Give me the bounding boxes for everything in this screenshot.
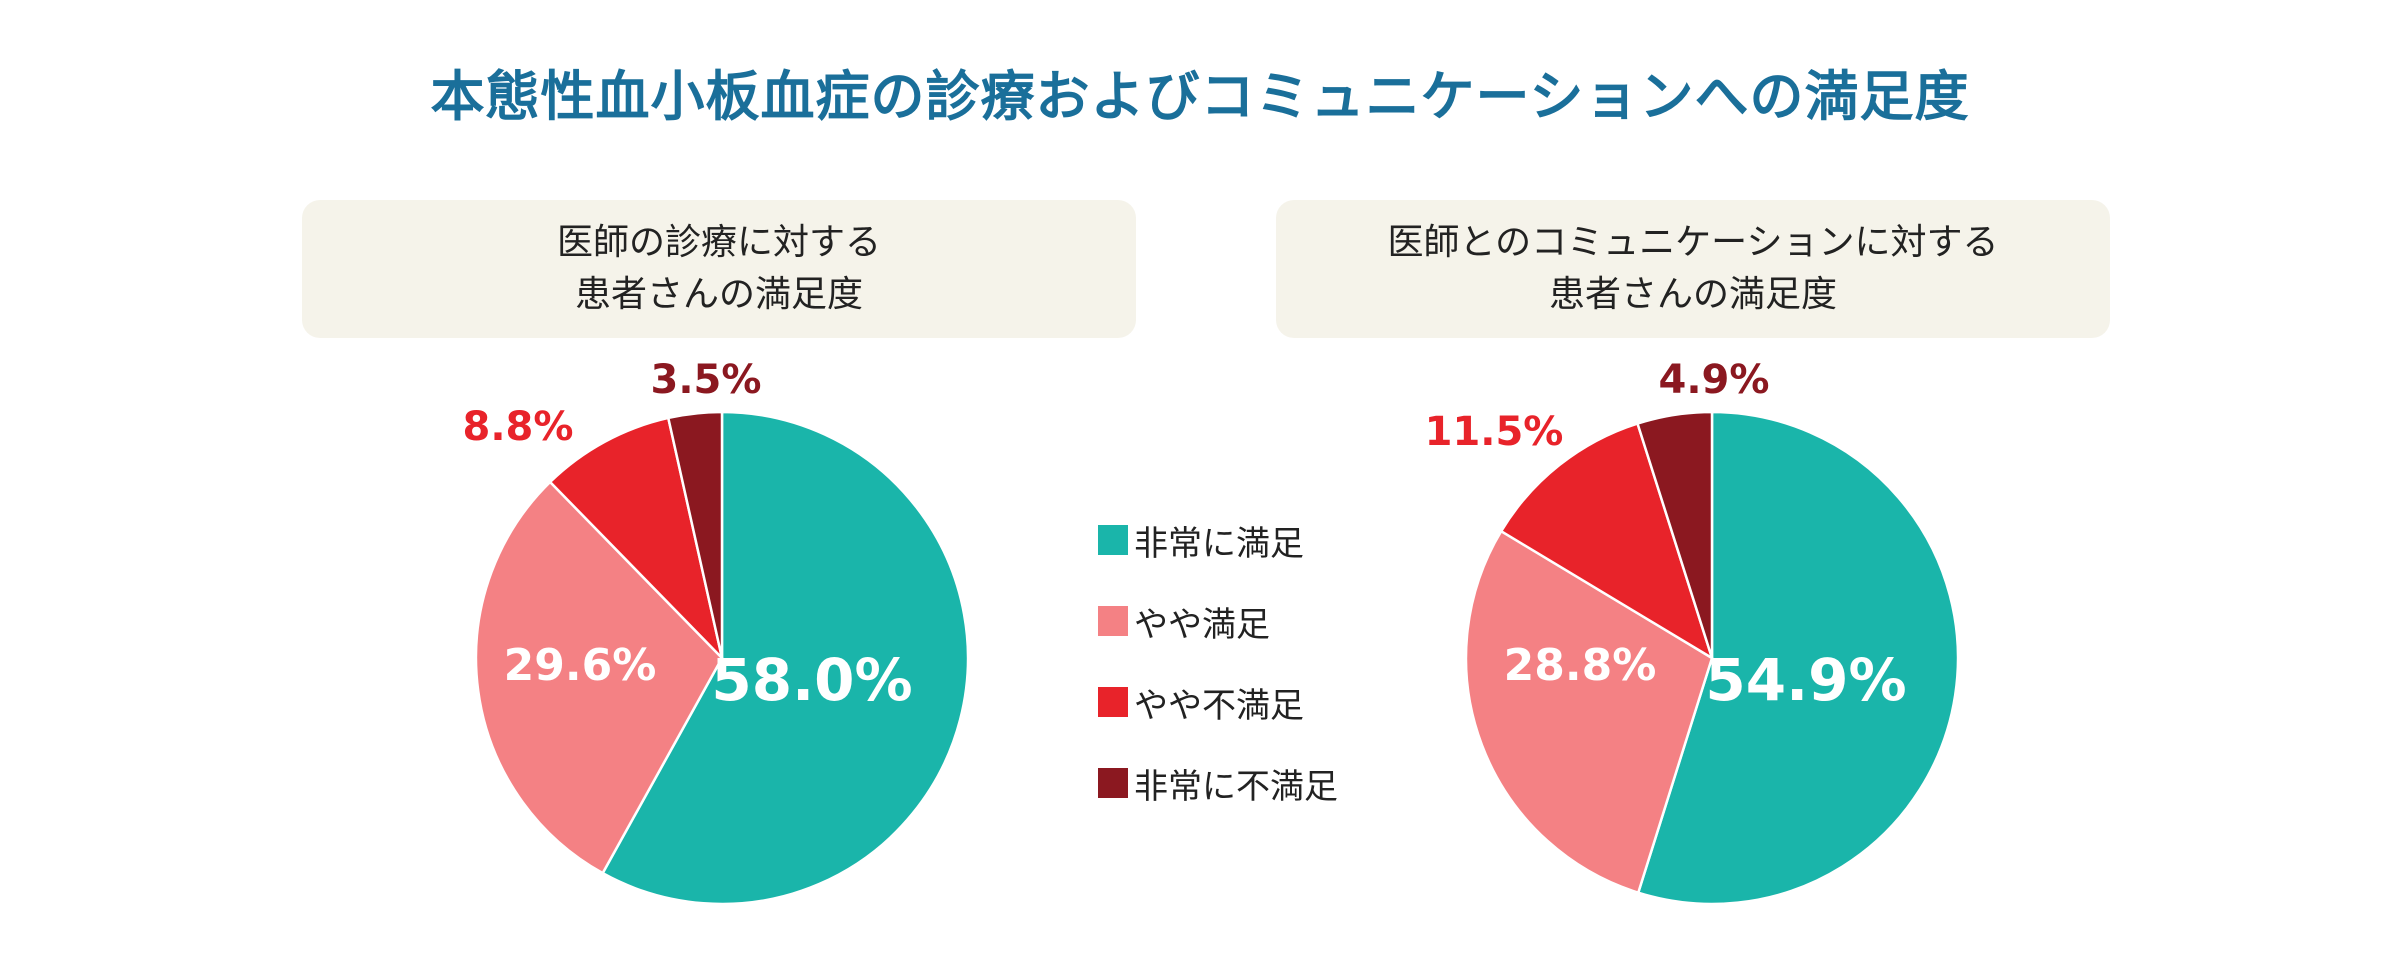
- pie2-slice-very-dissatisfied: [1636, 410, 1714, 660]
- pie2-title-line2: 患者さんの満足度: [1548, 274, 1837, 315]
- pie1-label-somewhat-dissatisfied: 8.8%: [463, 404, 574, 450]
- legend-label-somewhat-dissatisfied: やや不満足: [1134, 685, 1304, 726]
- chart-main-title: 本態性血小板血症の診療およびコミュニケーションへの満足度: [430, 65, 1970, 128]
- pie1-title-line2: 患者さんの満足度: [574, 274, 863, 315]
- pie2-label-somewhat-dissatisfied: 11.5%: [1425, 409, 1564, 455]
- pie2-slice-very-satisfied: [1637, 410, 1960, 906]
- legend-label-very-dissatisfied: 非常に不満足: [1134, 766, 1338, 807]
- pie2-slice-somewhat-dissatisfied: [1499, 422, 1714, 660]
- pie1-slice-somewhat-dissatisfied: [548, 416, 724, 660]
- legend-swatch-somewhat-dissatisfied: [1098, 687, 1128, 717]
- pie1-header: 医師の診療に対する 患者さんの満足度: [302, 200, 1136, 338]
- pie2-label-very-dissatisfied: 4.9%: [1659, 357, 1770, 403]
- legend-item-very-dissatisfied: 非常に不満足: [1098, 763, 1398, 807]
- pie2-label-somewhat-satisfied: 28.8%: [1504, 640, 1657, 691]
- pie1-slice-very-dissatisfied: [667, 410, 724, 660]
- pie1-label-very-satisfied: 58.0%: [711, 646, 912, 714]
- pie1-slice-very-satisfied: [601, 410, 970, 906]
- pie1-title-line1: 医師の診療に対する: [556, 222, 881, 263]
- pie1-slice-somewhat-satisfied: [474, 480, 724, 875]
- pie1-label-very-dissatisfied: 3.5%: [651, 357, 762, 403]
- legend-label-very-satisfied: 非常に満足: [1134, 523, 1304, 564]
- pie2-title-line1: 医師とのコミュニケーションに対する: [1387, 222, 1999, 263]
- legend-swatch-very-satisfied: [1098, 525, 1128, 555]
- legend: 非常に満足 やや満足 やや不満足 非常に不満足: [1098, 520, 1398, 844]
- legend-swatch-very-dissatisfied: [1098, 768, 1128, 798]
- legend-item-somewhat-satisfied: やや満足: [1098, 601, 1398, 645]
- legend-item-very-satisfied: 非常に満足: [1098, 520, 1398, 564]
- legend-item-somewhat-dissatisfied: やや不満足: [1098, 682, 1398, 726]
- legend-swatch-somewhat-satisfied: [1098, 606, 1128, 636]
- pie2-header: 医師とのコミュニケーションに対する 患者さんの満足度: [1276, 200, 2110, 338]
- legend-label-somewhat-satisfied: やや満足: [1134, 604, 1270, 645]
- pie1-label-somewhat-satisfied: 29.6%: [504, 640, 657, 691]
- pie2-label-very-satisfied: 54.9%: [1705, 646, 1906, 714]
